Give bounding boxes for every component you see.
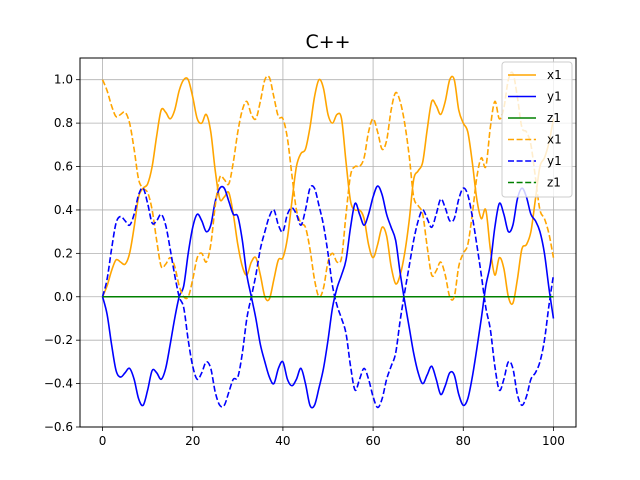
x-tick-label: 60 — [365, 434, 380, 448]
series-x1-solid-line — [101, 75, 555, 306]
y-tick-label: 0.0 — [54, 290, 73, 304]
legend-label: y1 — [547, 90, 562, 104]
legend-label: y1 — [547, 154, 562, 168]
y-tick-label: 0.6 — [54, 160, 73, 174]
chart-title: C++ — [305, 31, 350, 53]
y-tick-label: 0.4 — [54, 203, 73, 217]
plot-frame — [79, 57, 577, 428]
x-tick-label: 100 — [542, 434, 565, 448]
legend-label: z1 — [547, 111, 561, 125]
x-tick-label: 20 — [185, 434, 200, 448]
x-tick-label: 0 — [99, 434, 107, 448]
series-layer — [101, 71, 555, 409]
legend-label: x1 — [547, 68, 562, 82]
y-tick-label: 0.8 — [54, 116, 73, 130]
legend-label: x1 — [547, 133, 562, 147]
y-tick-label: 0.2 — [54, 246, 73, 260]
y-tick-label: 1.0 — [54, 73, 73, 87]
series-y1-dashed-line — [101, 185, 555, 409]
tick-layer: 0 20 40 60 80 100 −0.6 −0.4 −0.2 0.0 0.2 0.4 0.6 0.8 1… — [44, 73, 565, 448]
x-tick-label: 80 — [456, 434, 471, 448]
y-tick-label: −0.2 — [44, 333, 73, 347]
series-y1-solid-line — [101, 185, 555, 409]
y-tick-label: −0.6 — [44, 420, 73, 434]
x-tick-label: 40 — [275, 434, 290, 448]
y-tick-label: −0.4 — [44, 377, 73, 391]
legend-box — [501, 61, 573, 198]
legend-label: z1 — [547, 176, 561, 190]
legend: x1 y1 z1 x1 y1 z1 — [501, 61, 573, 198]
series-x1-dashed-line — [101, 71, 555, 301]
